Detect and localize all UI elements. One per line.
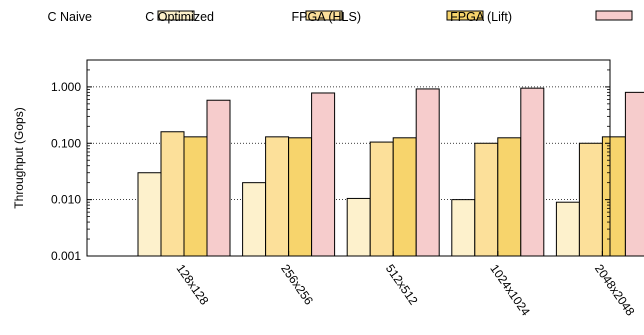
bar-fpga-hls-128x128 [183,136,208,257]
legend-swatch-fpga-lift [595,10,633,21]
bar-c-optimized-512x512 [369,141,394,257]
bar-fpga-hls-2048x2048 [601,136,626,257]
bar-fpga-lift-512x512 [415,88,440,257]
bar-fpga-hls-256x256 [288,137,313,257]
legend-label-fpga-hls: FPGA (HLS) [292,10,361,24]
bar-c-optimized-1024x1024 [474,142,499,257]
bars [137,87,644,257]
legend-swatch-fpga-hls [446,10,484,21]
bar-fpga-lift-256x256 [311,92,336,257]
y-axis-label: Throughput (Gops) [12,107,26,208]
x-tick-label-128x128: 128x128 [174,262,212,308]
x-axis: 128x128 256x256 512x512 1024x1024 2048x2048 [174,251,638,319]
bar-c-optimized-2048x2048 [578,142,603,257]
bar-c-optimized-128x128 [160,131,185,257]
x-tick-label-2048x2048: 2048x2048 [592,262,638,319]
y-tick-label: 1.000 [51,80,81,94]
bar-c-optimized-256x256 [265,136,290,257]
legend: C Naive C Optimized FPGA (HLS) FPGA (Lift) [48,10,633,24]
bar-fpga-lift-2048x2048 [624,91,644,257]
bar-c-naive-1024x1024 [451,199,476,257]
legend-swatch-c-optimized [305,10,343,21]
x-tick-label-256x256: 256x256 [278,262,316,308]
bar-c-naive-128x128 [137,172,162,257]
bar-fpga-lift-1024x1024 [520,87,545,257]
y-tick-label: 0.001 [51,249,81,263]
bar-fpga-hls-1024x1024 [497,137,522,257]
legend-swatch-c-naive [157,10,195,21]
legend-label-c-optimized: C Optimized [145,10,214,24]
legend-label-c-naive: C Naive [48,10,93,24]
y-tick-label: 0.100 [51,136,81,150]
y-tick-label: 0.010 [51,193,81,207]
bar-c-naive-512x512 [346,197,371,257]
x-tick-label-512x512: 512x512 [383,262,421,308]
bar-c-naive-256x256 [242,182,267,257]
legend-label-fpga-lift: FPGA (Lift) [450,10,512,24]
y-axis: 0.001 0.010 0.100 1.000 [51,69,610,263]
bar-fpga-lift-128x128 [206,99,231,257]
bar-c-naive-2048x2048 [555,201,580,257]
plot-frame [86,59,611,257]
bar-fpga-hls-512x512 [392,137,417,257]
x-tick-label-1024x1024: 1024x1024 [487,262,533,319]
